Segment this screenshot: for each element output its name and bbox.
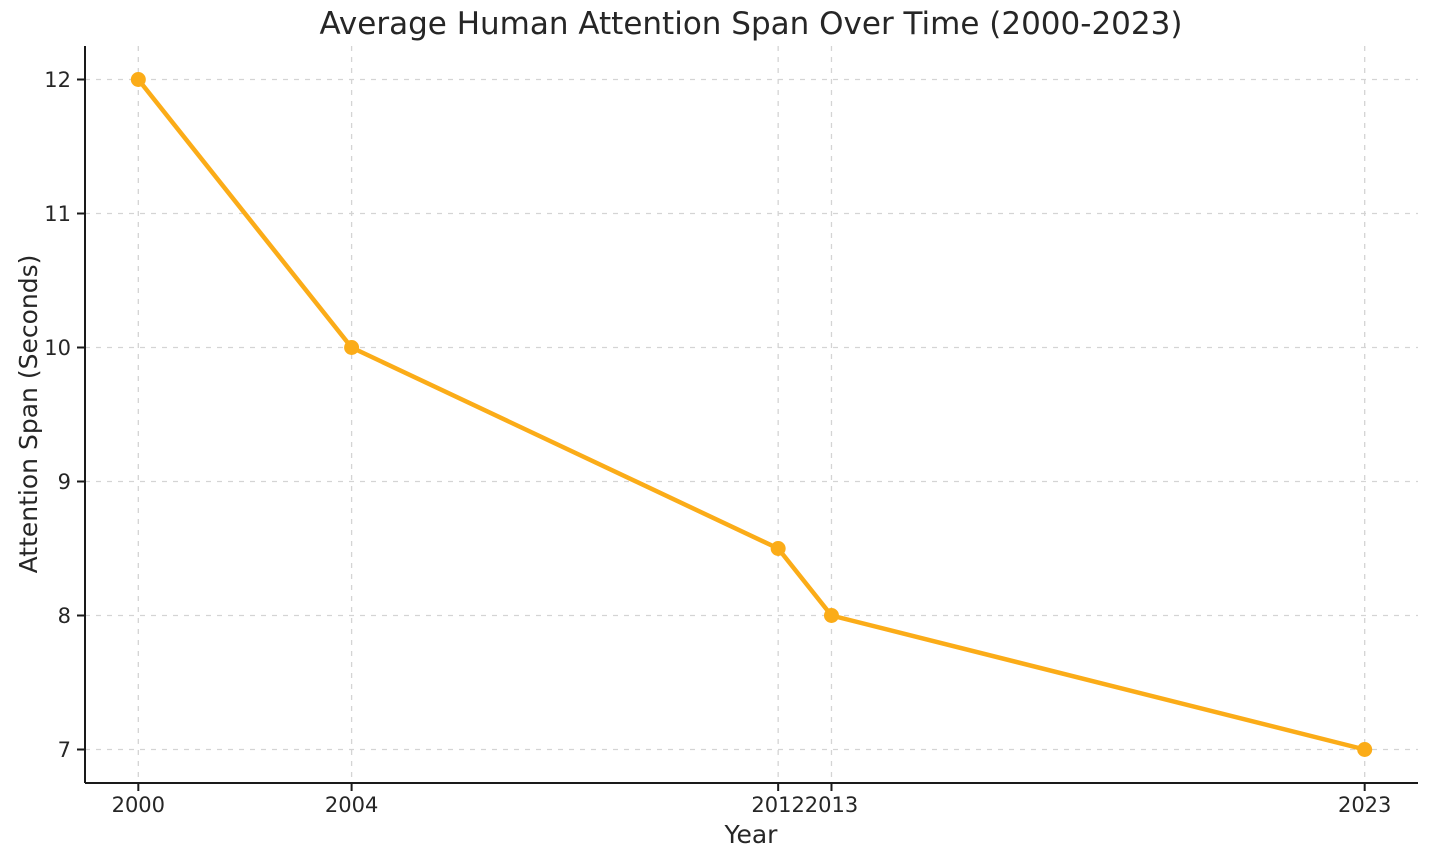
chart-title: Average Human Attention Span Over Time (…: [320, 6, 1183, 42]
axis-spines: [84, 46, 1418, 784]
grid-layer: [85, 46, 1418, 783]
data-line: [136, 77, 1367, 752]
data-point: [344, 340, 360, 355]
y-tick-label: 7: [58, 738, 71, 762]
y-axis-label: Attention Span (Seconds): [14, 255, 43, 574]
y-tick-label: 11: [44, 202, 71, 226]
x-tick-label: 2023: [1338, 793, 1391, 817]
x-tick-label: 2000: [112, 793, 165, 817]
data-point: [1357, 742, 1373, 757]
y-tick-label: 9: [58, 470, 71, 494]
x-tick-label: 2013: [805, 793, 858, 817]
x-tick-label: 2004: [325, 793, 378, 817]
data-point: [823, 608, 839, 623]
tick-layer: 2000 2004 2012 2013 2023 7 8 9 10 11 12: [44, 68, 1391, 817]
x-tick-label: 2012: [751, 793, 804, 817]
data-point: [130, 72, 146, 87]
series-layer: [130, 72, 1373, 757]
x-axis-label: Year: [724, 820, 779, 849]
data-point: [770, 541, 786, 556]
y-tick-label: 8: [58, 604, 71, 628]
y-tick-label: 12: [44, 68, 71, 92]
y-tick-label: 10: [44, 336, 71, 360]
